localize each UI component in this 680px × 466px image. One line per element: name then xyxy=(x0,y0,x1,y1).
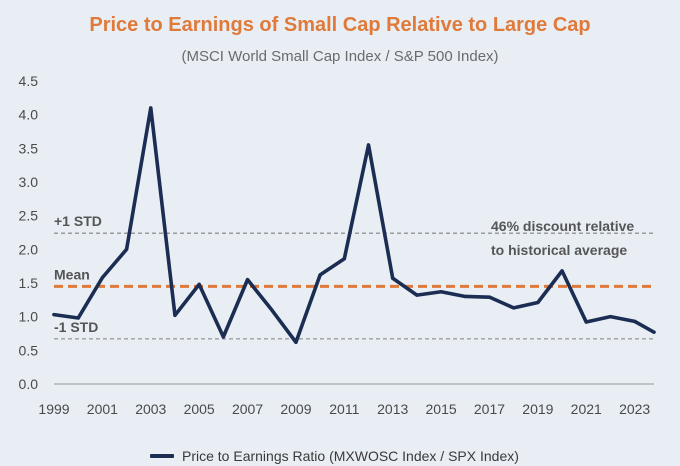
data-point xyxy=(173,313,177,317)
reference-line-label: +1 STD xyxy=(54,213,102,229)
data-point xyxy=(487,295,492,299)
data-point xyxy=(342,257,346,261)
y-tick-label: 4.5 xyxy=(19,73,39,89)
data-point xyxy=(221,335,225,339)
data-point xyxy=(415,293,419,297)
data-point xyxy=(100,276,104,280)
data-point xyxy=(294,340,298,344)
data-point xyxy=(124,247,129,251)
data-point xyxy=(536,300,540,305)
legend: Price to Earnings Ratio (MXWOSC Index / … xyxy=(150,446,519,466)
data-point xyxy=(439,290,443,294)
data-point xyxy=(245,278,250,282)
data-point xyxy=(633,319,637,323)
data-point xyxy=(366,143,371,147)
data-point xyxy=(584,320,588,324)
annotation-line-1: 46% discount relative xyxy=(491,218,634,234)
y-tick-label: 4.0 xyxy=(19,107,39,123)
y-tick-label: 0.0 xyxy=(19,376,39,392)
x-tick-label: 2011 xyxy=(329,401,359,417)
x-tick-label: 2015 xyxy=(426,401,457,417)
legend-swatch xyxy=(150,454,174,458)
x-tick-label: 2003 xyxy=(135,401,166,417)
x-tick-label: 2023 xyxy=(619,401,650,417)
y-axis-ticks: 0.0 0.5 1.0 1.5 2.0 2.5 3.0 3.5 4.0 4.5 xyxy=(19,73,39,392)
x-axis-ticks: 1999 2001 2003 2005 2007 2009 2011 2013 2015 2017… xyxy=(38,401,650,417)
x-tick-label: 2001 xyxy=(87,401,118,417)
x-tick-label: 2009 xyxy=(280,401,311,417)
y-tick-label: 3.5 xyxy=(19,140,39,156)
x-tick-label: 1999 xyxy=(38,401,69,417)
data-point xyxy=(560,269,564,273)
reference-line-label: Mean xyxy=(54,266,90,282)
data-point xyxy=(608,315,613,319)
x-tick-label: 2021 xyxy=(571,401,602,417)
series-group xyxy=(52,106,656,345)
data-point xyxy=(270,308,274,312)
legend-label: Price to Earnings Ratio (MXWOSC Index / … xyxy=(182,448,519,464)
data-point xyxy=(197,282,201,286)
data-point xyxy=(391,276,395,280)
y-tick-label: 1.0 xyxy=(19,309,39,325)
chart-title: Price to Earnings of Small Cap Relative … xyxy=(89,14,591,36)
y-tick-label: 2.5 xyxy=(19,208,39,224)
x-tick-label: 2005 xyxy=(184,401,215,417)
chart-subtitle: (MSCI World Small Cap Index / S&P 500 In… xyxy=(181,48,499,65)
data-point xyxy=(463,294,467,299)
data-point xyxy=(149,106,153,110)
y-tick-label: 0.5 xyxy=(19,342,39,358)
data-point xyxy=(652,330,656,334)
data-point xyxy=(318,273,322,277)
y-tick-label: 1.5 xyxy=(19,275,39,291)
data-point xyxy=(512,306,516,310)
y-tick-label: 3.0 xyxy=(19,174,39,190)
reference-line-label: -1 STD xyxy=(54,319,98,335)
reference-lines: +1 STD Mean -1 STD xyxy=(54,213,654,340)
y-tick-label: 2.0 xyxy=(19,241,39,257)
series-line xyxy=(52,106,656,345)
data-point xyxy=(52,313,56,317)
x-tick-label: 2007 xyxy=(232,401,263,417)
x-tick-label: 2013 xyxy=(377,401,408,417)
x-tick-label: 2017 xyxy=(474,401,505,417)
data-point xyxy=(76,316,80,320)
x-tick-label: 2019 xyxy=(522,401,553,417)
annotation-line-2: to historical average xyxy=(491,242,627,258)
